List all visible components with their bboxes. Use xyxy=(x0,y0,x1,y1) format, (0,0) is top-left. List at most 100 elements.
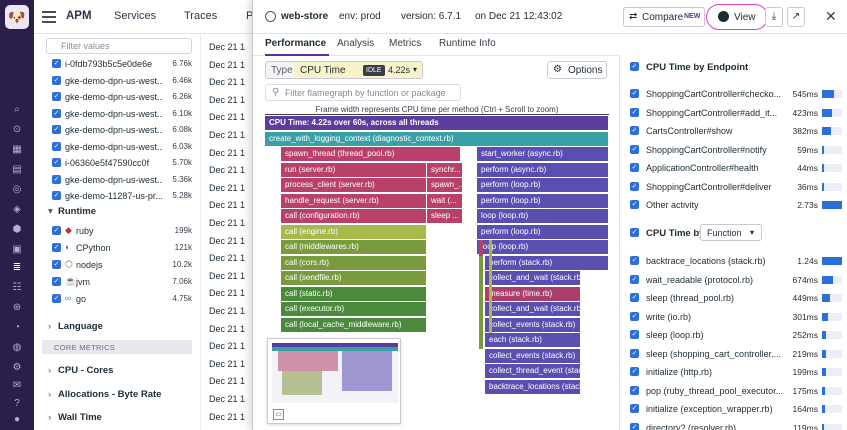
flame-frame[interactable]: sleep ... xyxy=(427,209,462,223)
flame-frame[interactable]: collect_thread_event (stack... xyxy=(485,364,580,378)
runtime-filter-row[interactable]: ✓ ◐ CPython 121k xyxy=(52,241,192,255)
flame-frame[interactable]: call (middlewares.rb) xyxy=(281,240,426,254)
host-filter-row[interactable]: ✓ gke-demo-dpn-us-west... 6.03k xyxy=(52,140,192,154)
network-icon[interactable]: ⊛ xyxy=(12,302,22,313)
profile-timestamp[interactable]: Dec 21 1 xyxy=(209,323,246,334)
type-selector[interactable]: Type CPU Time IDLE 4.22s ▾ xyxy=(265,61,423,79)
function-toggle[interactable]: ✓ CPU Time by xyxy=(630,226,842,240)
profile-timestamp[interactable]: Dec 21 1 xyxy=(209,182,246,193)
close-icon[interactable]: ✕ xyxy=(825,8,837,24)
app-title[interactable]: APM xyxy=(66,10,92,22)
cpu-cores-section[interactable]: › CPU - Cores xyxy=(48,365,113,376)
group-by-select[interactable]: Function ▾ xyxy=(700,224,762,241)
flame-frame[interactable]: collect_events (stack.rb) xyxy=(485,348,580,363)
host-filter-row[interactable]: ✓ gke-demo-dpn-us-west... 6.08k xyxy=(52,123,192,137)
profile-timestamp[interactable]: Dec 21 1 xyxy=(209,42,246,52)
flame-frame[interactable]: perform (loop.rb) xyxy=(477,224,608,239)
endpoint-row[interactable]: ✓ CartsController#show 382ms xyxy=(630,124,842,138)
runtime-filter-row[interactable]: ✓ ◆ ruby 199k xyxy=(52,224,192,238)
profile-timestamp[interactable]: Dec 21 1 xyxy=(209,235,246,246)
filter-values-input[interactable]: Filter values xyxy=(46,38,192,54)
function-row[interactable]: ✓ sleep (loop.rb) 252ms xyxy=(630,328,842,342)
endpoint-row[interactable]: ✓ ShoppingCartController#notify 59ms xyxy=(630,143,842,157)
monitor-icon[interactable]: ◎ xyxy=(12,184,22,195)
checkbox-checked-icon[interactable]: ✓ xyxy=(52,277,61,286)
flame-frame[interactable]: perform (stack.rb) xyxy=(485,255,608,270)
flame-frame[interactable]: call (engine.rb) xyxy=(281,224,426,239)
function-row[interactable]: ✓ pop (ruby_thread_pool_executor... 175ms xyxy=(630,384,842,398)
flame-frame[interactable]: collect_events (stack.rb) xyxy=(485,317,580,332)
endpoint-row[interactable]: ✓ ShoppingCartController#add_it... 423ms xyxy=(630,106,842,120)
profile-timestamp[interactable]: Dec 21 1 xyxy=(209,270,246,281)
profile-timestamp[interactable]: Dec 21 1 xyxy=(209,165,246,176)
profile-timestamp[interactable]: Dec 21 1 xyxy=(209,200,246,211)
nav-profiles[interactable]: P xyxy=(246,10,254,22)
checkbox-checked-icon[interactable]: ✓ xyxy=(52,141,61,151)
endpoint-row[interactable]: ✓ ApplicationController#health 44ms xyxy=(630,161,842,175)
tab-analysis[interactable]: Analysis xyxy=(337,38,375,49)
host-filter-row[interactable]: ✓ gke-demo-dpn-us-west... 6.46k xyxy=(52,74,192,88)
menu-icon[interactable] xyxy=(42,11,56,23)
flame-frame[interactable]: call (static.rb) xyxy=(281,286,426,301)
checkbox-checked-icon[interactable]: ✓ xyxy=(630,228,639,237)
function-row[interactable]: ✓ initialize (exception_wrapper.rb) 164ms xyxy=(630,402,842,416)
host-filter-row[interactable]: ✓ i-06360e5f47590cc0f 5.70k xyxy=(52,156,192,170)
flame-frame[interactable]: spawn_thread (thread_pool.rb) xyxy=(281,147,460,161)
checkbox-checked-icon[interactable]: ✓ xyxy=(52,158,61,167)
checkbox-checked-icon[interactable]: ✓ xyxy=(52,226,61,235)
flame-frame[interactable]: call (cors.rb) xyxy=(281,255,426,270)
profile-timestamp[interactable]: Dec 21 1 xyxy=(209,130,246,140)
host-filter-row[interactable]: ✓ gke-demo-dpn-us-west... 6.10k xyxy=(52,107,192,121)
chart-icon[interactable]: ▤ xyxy=(12,164,22,175)
checkbox-checked-icon[interactable]: ✓ xyxy=(52,174,61,184)
flame-frame[interactable]: perform (loop.rb) xyxy=(477,193,608,208)
host-filter-row[interactable]: ✓ gke-demo-dpn-us-west... 6.26k xyxy=(52,90,192,104)
checkbox-checked-icon[interactable]: ✓ xyxy=(52,243,61,252)
flame-frame-sliver[interactable] xyxy=(489,240,492,333)
flame-frame[interactable]: collect_and_wait (stack.rb) xyxy=(485,271,580,285)
function-row[interactable]: ✓ directory? (resolver.rb) 119ms xyxy=(630,421,842,430)
checkbox-checked-icon[interactable]: ✓ xyxy=(630,62,639,71)
flamegraph-minimap[interactable]: ▭ xyxy=(267,338,401,424)
flame-frame[interactable]: collect_and_wait (stack.rb) xyxy=(485,302,580,316)
profile-timestamp[interactable]: Dec 21 1 xyxy=(209,411,246,422)
view-button[interactable]: View xyxy=(706,4,768,30)
flame-frame[interactable]: call (local_cache_middleware.rb) xyxy=(281,317,426,332)
flame-frame[interactable]: loop (loop.rb) xyxy=(477,240,608,254)
logs-icon[interactable]: ☷ xyxy=(12,282,22,293)
flame-frame[interactable]: call (executor.rb) xyxy=(281,302,426,316)
flame-frame-sliver[interactable] xyxy=(479,255,483,349)
globe-icon[interactable]: ◍ xyxy=(12,342,22,353)
chat-icon[interactable]: ✉ xyxy=(12,380,22,391)
function-row[interactable]: ✓ wait_readable (protocol.rb) 674ms xyxy=(630,273,842,287)
tab-metrics[interactable]: Metrics xyxy=(389,38,422,49)
profile-timestamp[interactable]: Dec 21 1 xyxy=(209,288,246,299)
flame-frame[interactable]: spawn_... xyxy=(427,178,462,192)
allocations-section[interactable]: › Allocations - Byte Rate xyxy=(48,389,161,400)
checkbox-checked-icon[interactable]: ✓ xyxy=(52,108,61,118)
checkbox-checked-icon[interactable]: ✓ xyxy=(52,125,61,134)
profile-timestamp[interactable]: Dec 21 1 xyxy=(209,253,246,264)
endpoint-row[interactable]: ✓ ShoppingCartController#checko... 545ms xyxy=(630,87,842,101)
wall-time-section[interactable]: › Wall Time xyxy=(48,412,102,423)
profile-timestamp[interactable]: Dec 21 1 xyxy=(209,394,246,404)
flame-frame[interactable]: run (server.rb) xyxy=(281,162,426,177)
endpoint-row[interactable]: ✓ ShoppingCartController#deliver 36ms xyxy=(630,180,842,194)
function-row[interactable]: ✓ sleep (thread_pool.rb) 449ms xyxy=(630,291,842,305)
checkbox-checked-icon[interactable]: ✓ xyxy=(630,126,639,135)
checkbox-checked-icon[interactable]: ✓ xyxy=(52,75,61,85)
checkbox-checked-icon[interactable]: ✓ xyxy=(630,330,639,339)
flame-frame[interactable]: perform (loop.rb) xyxy=(477,178,608,192)
checkbox-checked-icon[interactable]: ✓ xyxy=(52,191,61,200)
runtime-section[interactable]: ▾ Runtime xyxy=(48,206,96,217)
checkbox-checked-icon[interactable]: ✓ xyxy=(630,256,639,265)
flamegraph-filter-input[interactable]: ⚲ Filter flamegraph by function or packa… xyxy=(265,84,461,101)
help-icon[interactable]: ? xyxy=(14,398,20,409)
shield-icon[interactable]: ◈ xyxy=(13,204,21,215)
tab-runtime-info[interactable]: Runtime Info xyxy=(439,38,496,49)
profile-timestamp[interactable]: Dec 21 1 xyxy=(209,112,246,123)
flame-frame[interactable]: create_with_logging_context (diagnostic_… xyxy=(265,131,608,146)
checkbox-checked-icon[interactable]: ✓ xyxy=(630,163,639,172)
tab-performance[interactable]: Performance xyxy=(265,38,327,49)
security-icon[interactable]: ◔ xyxy=(13,322,21,333)
